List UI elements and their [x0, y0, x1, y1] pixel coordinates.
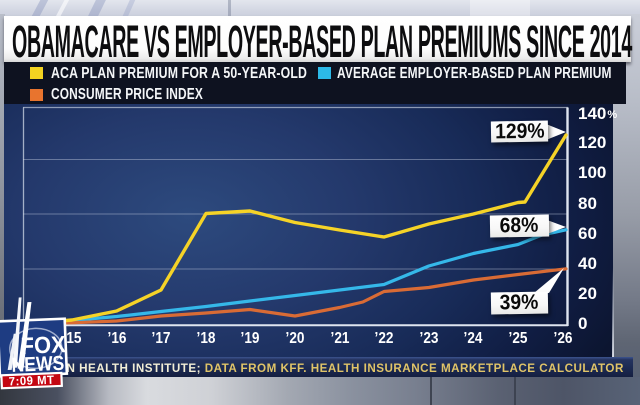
svg-text:FOX: FOX [20, 330, 66, 359]
svg-text:7:09 MT: 7:09 MT [9, 373, 56, 388]
